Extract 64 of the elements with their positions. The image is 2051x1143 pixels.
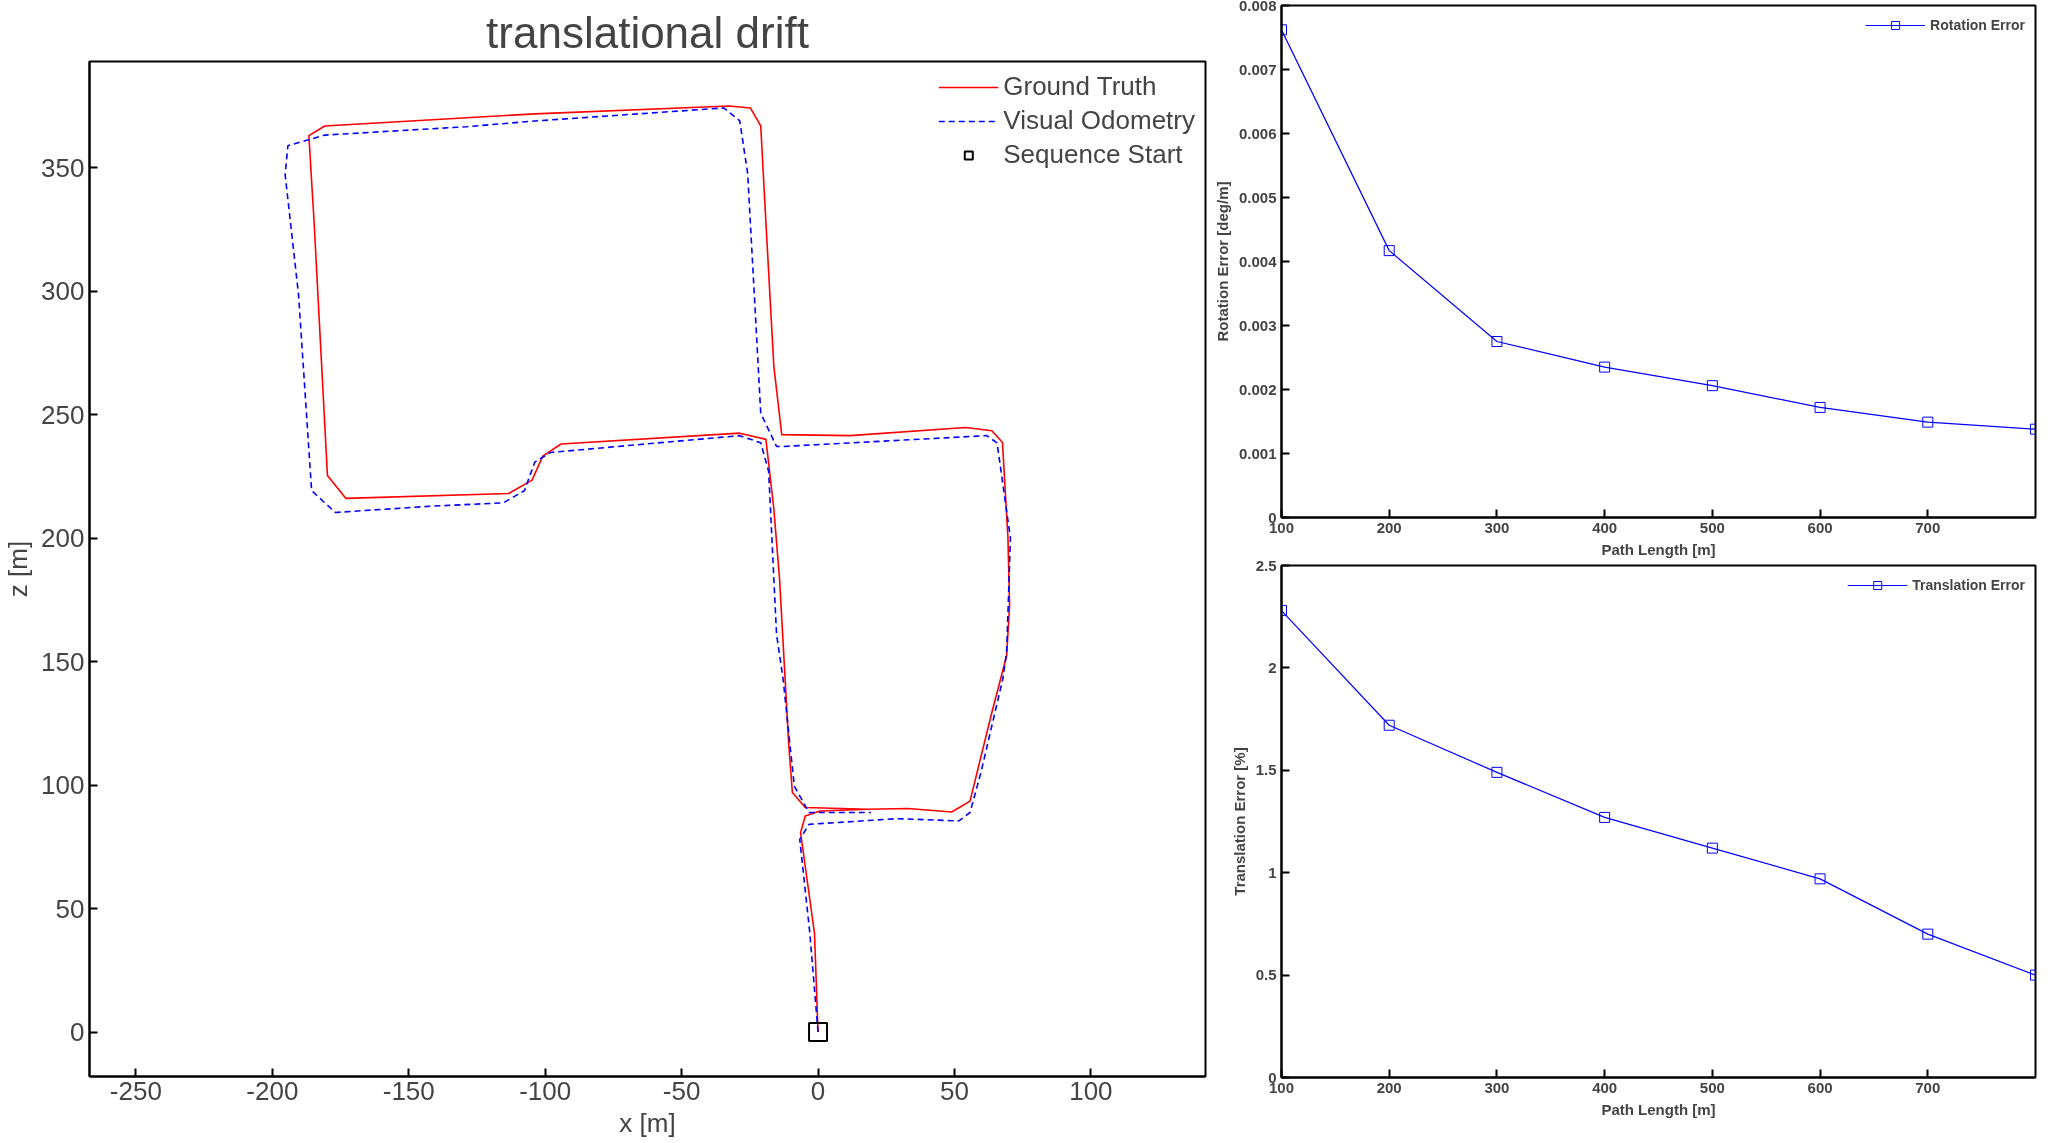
x-tick-label: 400 [1592,518,1618,536]
y-tick-label: 0.005 [1238,188,1277,206]
x-tick-label: 500 [1699,518,1725,536]
y-axis-title: Rotation Error [deg/m] [1213,181,1231,342]
y-tick-label: 0.002 [1238,380,1277,398]
chart-title: translational drift [486,7,809,57]
x-tick-label: 700 [1915,518,1941,536]
point [1814,873,1826,885]
point [1922,416,1934,428]
x-axis-title: x [m] [619,1107,676,1138]
y-tick-label: 0.003 [1238,316,1277,334]
point [1383,719,1395,731]
y-tick-label: 0.007 [1238,60,1277,78]
point [1599,811,1611,823]
y-tick-label: 50 [55,893,85,924]
legend-label: Visual Odometry [1003,105,1195,136]
y-axis-title: Translation Error [%] [1230,747,1248,896]
legend-label: Rotation Error [1930,17,2025,33]
y-tick-label: 350 [41,152,85,183]
x-tick-label: 500 [1699,1078,1725,1096]
x-tick-label: 400 [1592,1078,1618,1096]
point [1706,380,1718,392]
point [1814,401,1826,413]
point [1706,842,1718,854]
y-axis-title: z [m] [3,540,34,598]
x-axis-title: Path Length [m] [1601,1100,1716,1118]
x-tick-label: 200 [1376,1078,1402,1096]
y-tick-label: 0.001 [1238,444,1277,462]
x-tick-label: -150 [382,1075,435,1106]
x-tick-label: 300 [1484,518,1510,536]
y-tick-label: 250 [41,399,85,430]
y-tick-label: 0.006 [1238,124,1277,142]
x-axis-title: Path Length [m] [1601,540,1716,558]
y-tick-label: 300 [41,276,85,307]
x-tick-label: -250 [109,1075,162,1106]
y-tick-label: 100 [41,770,85,801]
y-tick-label: 2.5 [1255,556,1277,574]
point [1383,245,1395,257]
x-tick-label: 200 [1376,518,1402,536]
x-tick-label: 100 [1069,1075,1113,1106]
point [1491,336,1503,347]
x-tick-label: 50 [940,1075,969,1106]
legend-label: Translation Error [1912,577,2025,593]
y-tick-label: 0.5 [1255,966,1277,984]
y-tick-label: 150 [41,646,85,677]
x-tick-label: 600 [1807,1078,1833,1096]
x-tick-label: -100 [519,1075,572,1106]
point [1491,766,1503,778]
y-tick-label: 0 [70,1017,85,1048]
legend-label: Sequence Start [1003,139,1183,170]
x-tick-label: 300 [1484,1078,1510,1096]
x-tick-label: 700 [1915,1078,1941,1096]
point [1922,928,1934,940]
x-tick-label: 600 [1807,518,1833,536]
x-tick-label: -50 [662,1075,701,1106]
y-tick-label: 2 [1268,658,1277,676]
y-tick-label: 1.5 [1255,761,1277,779]
x-tick-label: 0 [810,1075,826,1106]
y-tick-label: 0.008 [1238,0,1277,14]
x-tick-label: -200 [246,1075,299,1106]
point [1599,361,1611,373]
legend-label: Ground Truth [1003,71,1157,102]
y-tick-label: 0.004 [1238,252,1278,270]
y-tick-label: 1 [1268,863,1277,881]
